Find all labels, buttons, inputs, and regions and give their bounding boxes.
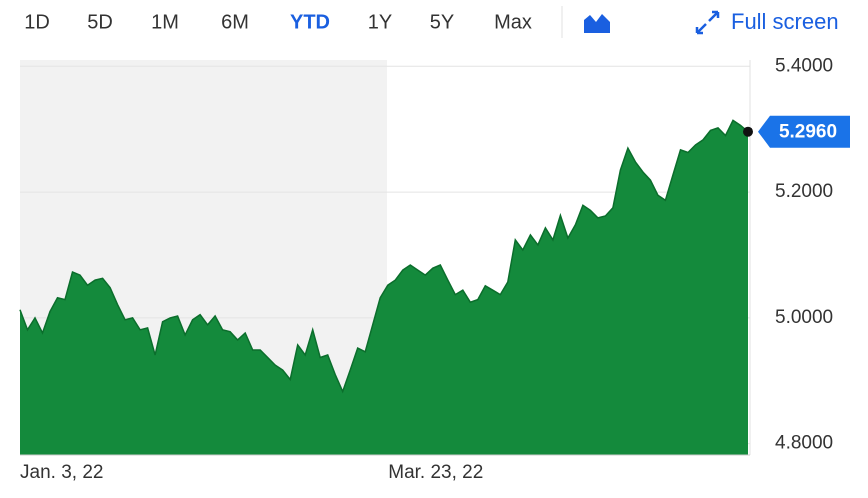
range-button[interactable]: Max xyxy=(494,11,532,33)
chart-type-icon xyxy=(584,14,610,33)
range-button[interactable]: 1M xyxy=(151,11,179,33)
full-screen-button[interactable]: Full screen xyxy=(695,9,839,35)
x-tick-label: Mar. 23, 22 xyxy=(388,462,483,483)
line xyxy=(19,119,749,394)
range-button[interactable]: 1Y xyxy=(368,11,392,33)
y-tick-label: 5.4000 xyxy=(775,55,833,76)
range-button[interactable]: 5D xyxy=(87,11,113,33)
full-screen-icon xyxy=(695,10,720,35)
price-tag xyxy=(758,115,850,148)
y-tick-label: 5.2000 xyxy=(775,181,833,202)
range-button[interactable]: YTD xyxy=(290,11,330,33)
last-point xyxy=(743,126,753,137)
range-button[interactable]: 1D xyxy=(24,11,50,33)
chart-type-button[interactable] xyxy=(584,14,610,33)
y-tick-label: 5.0000 xyxy=(775,307,833,328)
y-tick-label: 4.8000 xyxy=(775,433,833,454)
full-screen-label[interactable]: Full screen xyxy=(731,9,839,34)
x-tick-label: Jan. 3, 22 xyxy=(20,462,103,483)
area xyxy=(20,120,748,456)
range-button[interactable]: 5Y xyxy=(430,11,454,33)
range-button[interactable]: 6M xyxy=(221,11,249,33)
value-label: 5.2960 xyxy=(779,122,837,143)
